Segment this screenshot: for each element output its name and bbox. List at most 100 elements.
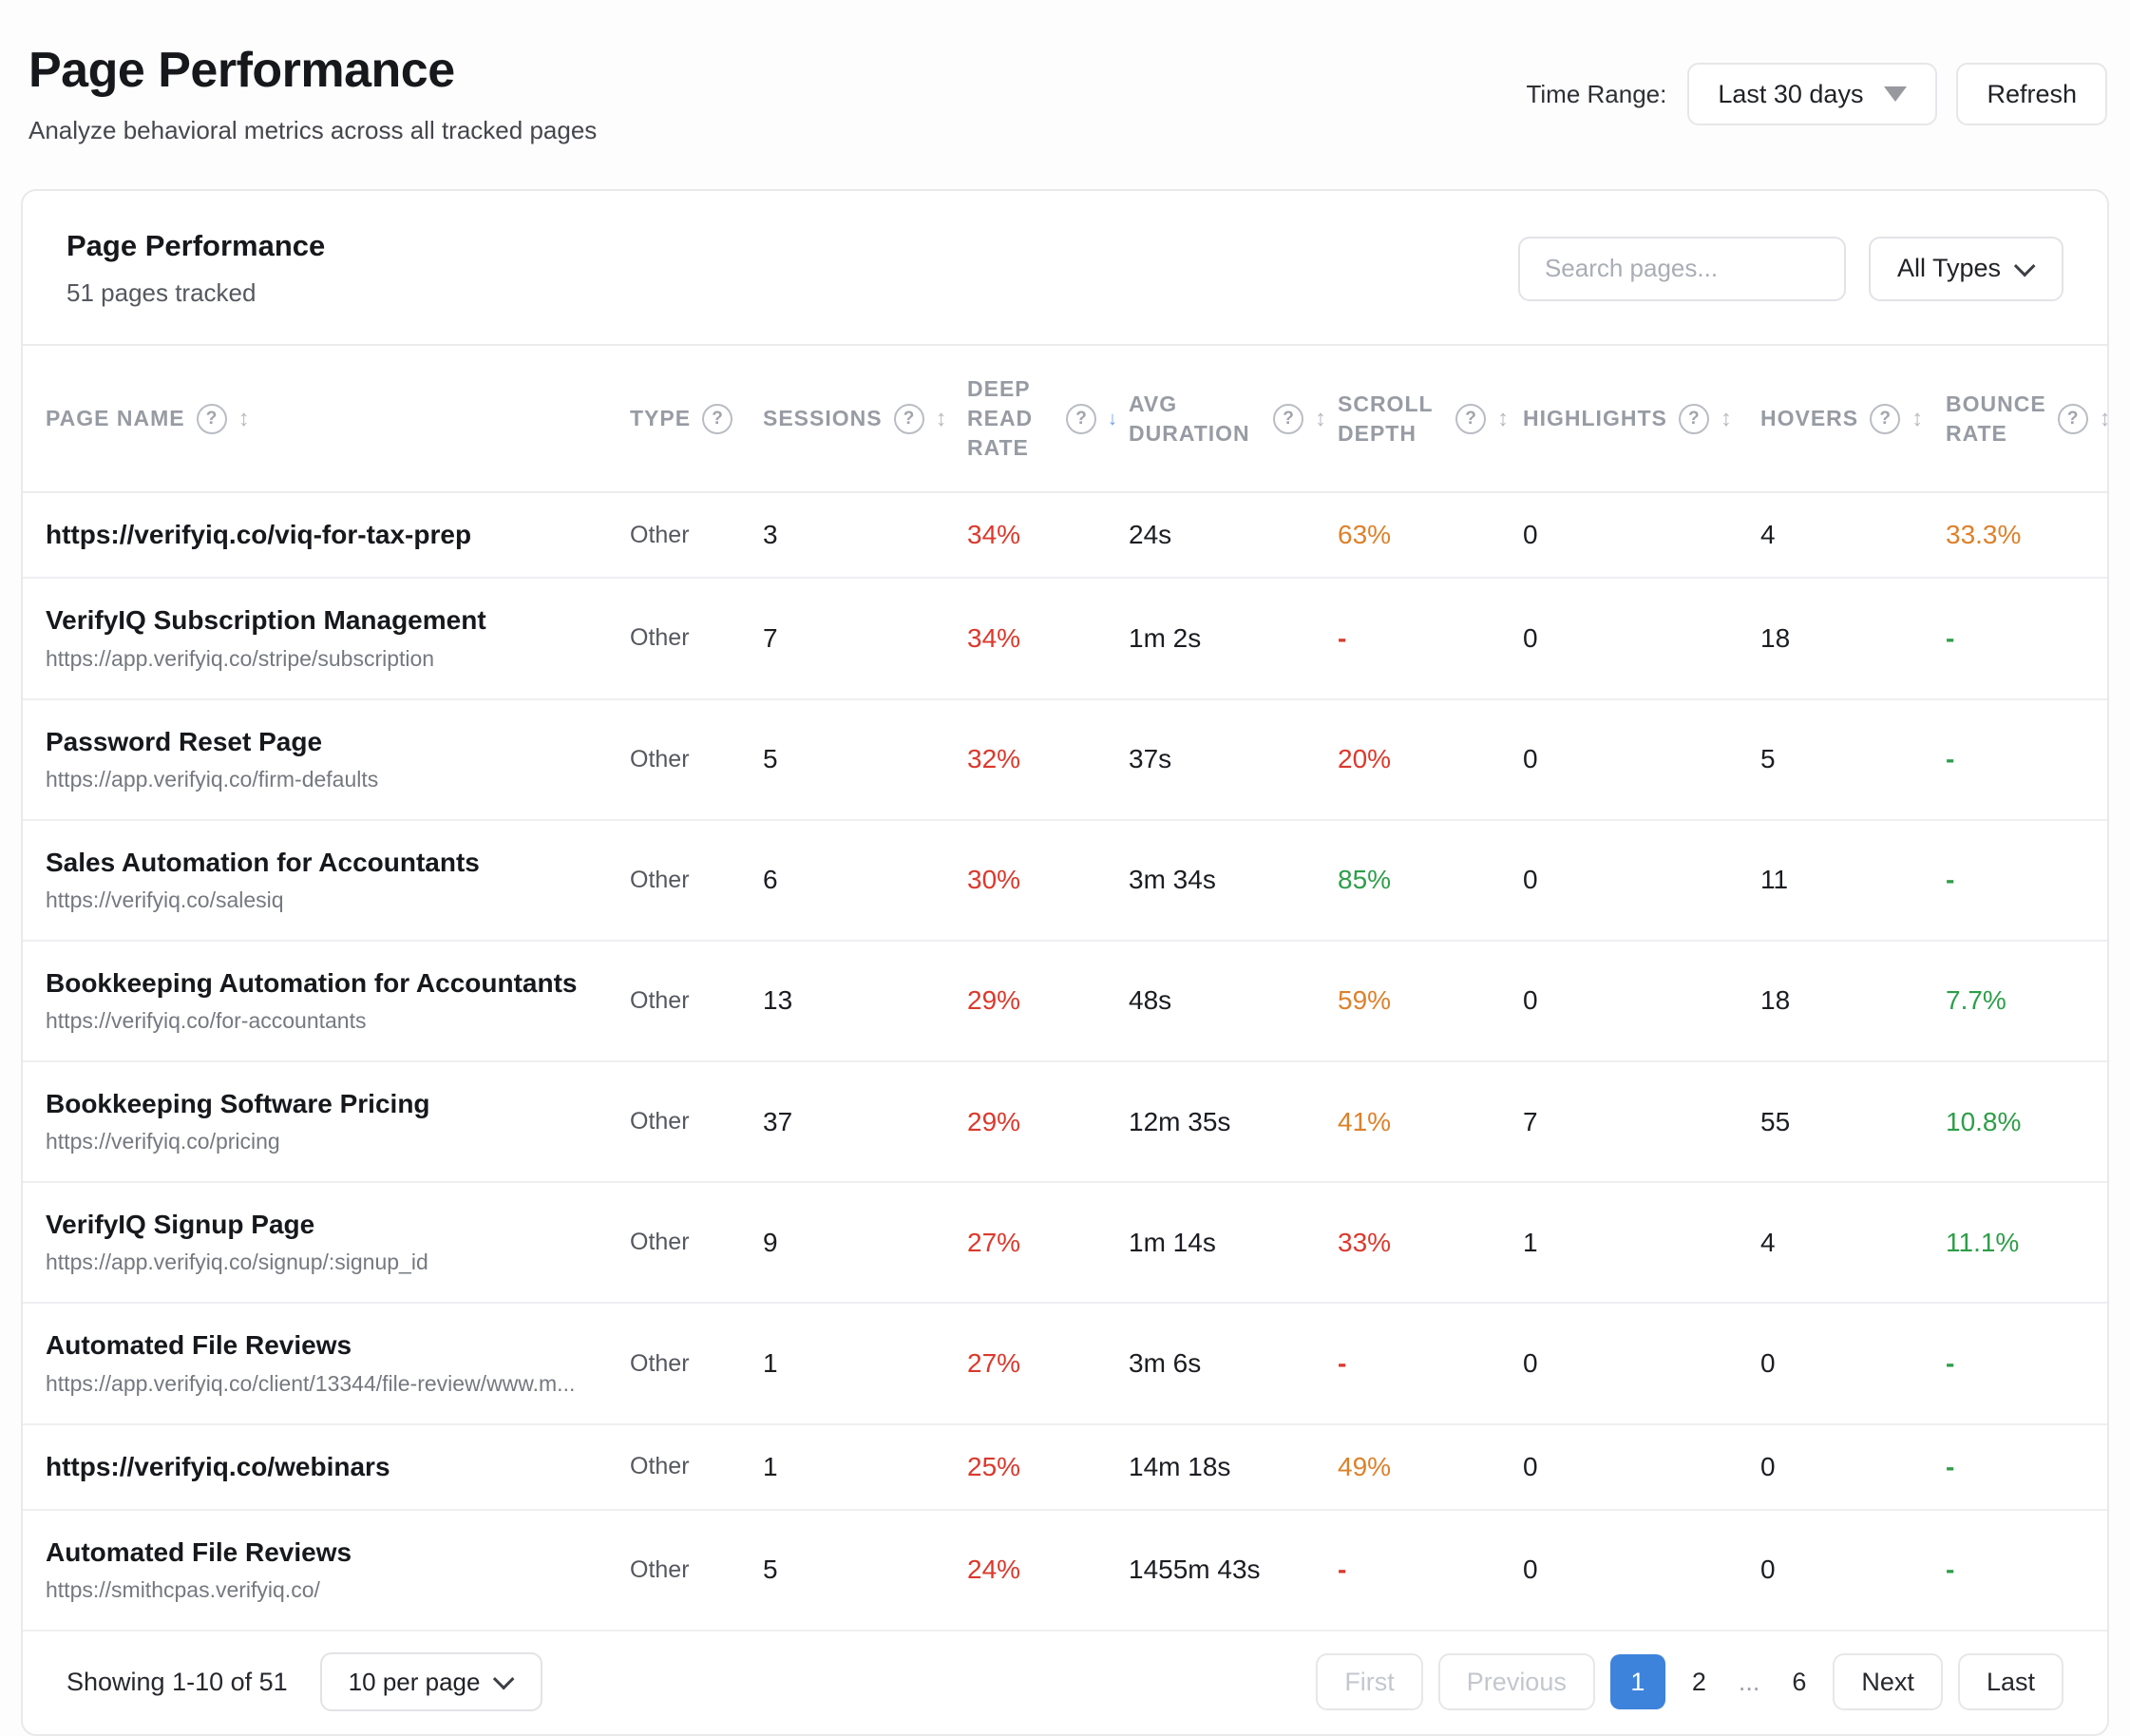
pagination-page-2[interactable]: 2	[1681, 1668, 1718, 1697]
column-header-name[interactable]: PAGE NAME? ↕	[23, 343, 630, 494]
sort-icon[interactable]: ↕	[1911, 405, 1924, 431]
search-input[interactable]	[1517, 236, 1846, 301]
help-icon[interactable]: ?	[2057, 403, 2088, 434]
hovers-cell: 4	[1760, 492, 1946, 580]
scroll-depth-cell: 20%	[1338, 698, 1523, 821]
page-url: https://app.verifyiq.co/stripe/subscript…	[46, 645, 435, 671]
page-url: https://verifyiq.co/for-accountants	[46, 1008, 367, 1034]
type-cell: Other	[630, 578, 763, 700]
pagination-page-1[interactable]: 1	[1609, 1654, 1665, 1710]
sort-icon[interactable]: ↕	[1720, 405, 1732, 431]
highlights-cell: 0	[1523, 1303, 1760, 1425]
column-header-sessions[interactable]: SESSIONS? ↕	[763, 343, 967, 494]
scroll-depth-cell: -	[1338, 1303, 1523, 1425]
page-name-cell[interactable]: Automated File Reviews https://app.verify…	[23, 1303, 630, 1425]
scroll-depth-cell: 85%	[1338, 819, 1523, 942]
bounce-rate-cell: 7.7%	[1946, 940, 2107, 1063]
highlights-cell: 7	[1523, 1061, 1760, 1184]
hovers-cell: 18	[1760, 940, 1946, 1063]
page-name-cell[interactable]: Password Reset Page https://app.verifyiq.…	[23, 698, 630, 821]
pagination-last-button[interactable]: Last	[1957, 1653, 2063, 1711]
help-icon[interactable]: ?	[1870, 403, 1901, 434]
pagination-ellipsis: ...	[1738, 1667, 1760, 1696]
page-title: Page Performance	[29, 43, 455, 98]
page-name-cell[interactable]: https://verifyiq.co/viq-for-tax-prep	[23, 492, 630, 580]
hovers-cell: 18	[1760, 578, 1946, 700]
deep-read-rate-cell: 27%	[967, 1303, 1129, 1425]
refresh-button[interactable]: Refresh	[1956, 63, 2107, 125]
help-icon[interactable]: ?	[1273, 403, 1303, 434]
deep-read-rate-cell: 34%	[967, 578, 1129, 700]
type-cell: Other	[630, 1061, 763, 1184]
deep-read-rate-cell: 34%	[967, 492, 1129, 580]
sort-icon[interactable]: ↕	[238, 405, 250, 431]
help-icon[interactable]: ?	[893, 403, 924, 434]
page-name: Automated File Reviews	[46, 1536, 352, 1567]
help-icon[interactable]: ?	[1066, 403, 1096, 434]
page-header: Page Performance Analyze behavioral metr…	[0, 0, 2130, 145]
page-name-cell[interactable]: VerifyIQ Signup Page https://app.verifyiq…	[23, 1182, 630, 1305]
page-name: https://verifyiq.co/webinars	[46, 1451, 390, 1481]
table-row: https://verifyiq.co/viq-for-tax-prep Othe…	[23, 492, 2107, 580]
time-range-select[interactable]: Last 30 days	[1687, 63, 1938, 125]
sort-icon[interactable]: ↕	[935, 405, 947, 431]
pagination-previous-button: Previous	[1437, 1653, 1595, 1711]
column-header-type[interactable]: TYPE?	[630, 343, 763, 494]
avg-duration-cell: 14m 18s	[1129, 1423, 1338, 1511]
card-title: Page Performance	[67, 229, 326, 262]
column-header-highlights[interactable]: HIGHLIGHTS? ↕	[1523, 343, 1760, 494]
column-header-deep[interactable]: DEEP READ RATE? ↓	[967, 343, 1129, 494]
sessions-cell: 13	[763, 940, 967, 1063]
per-page-value: 10 per page	[348, 1667, 481, 1696]
table-body: https://verifyiq.co/viq-for-tax-prep Othe…	[23, 492, 2107, 1632]
bounce-rate-cell: 10.8%	[1946, 1061, 2107, 1184]
page-name: Password Reset Page	[46, 726, 323, 756]
sessions-cell: 5	[763, 698, 967, 821]
table-row: Bookkeeping Software Pricing https://veri…	[23, 1061, 2107, 1184]
sort-desc-icon[interactable]: ↓	[1108, 408, 1117, 429]
sort-icon[interactable]: ↕	[2100, 407, 2107, 430]
column-header-scroll[interactable]: SCROLL DEPTH? ↕	[1338, 343, 1523, 494]
column-header-avg[interactable]: AVG DURATION? ↕	[1129, 343, 1338, 494]
pagination: First Previous 1 2... 6 Next Last	[1316, 1653, 2063, 1711]
deep-read-rate-cell: 29%	[967, 1061, 1129, 1184]
type-filter-value: All Types	[1896, 254, 2001, 282]
per-page-select[interactable]: 10 per page	[319, 1652, 543, 1712]
time-range-value: Last 30 days	[1718, 79, 1864, 108]
help-icon[interactable]: ?	[1678, 403, 1709, 434]
page-name: Bookkeeping Automation for Accountants	[46, 967, 578, 998]
scroll-depth-cell: 59%	[1338, 940, 1523, 1063]
page-name-cell[interactable]: Bookkeeping Automation for Accountants ht…	[23, 940, 630, 1063]
column-label: HOVERS	[1760, 406, 1859, 431]
highlights-cell: 0	[1523, 492, 1760, 580]
type-filter-select[interactable]: All Types	[1868, 236, 2063, 301]
page-performance-card: Page Performance 51 pages tracked All Ty…	[21, 189, 2109, 1736]
column-header-hovers[interactable]: HOVERS? ↕	[1760, 343, 1946, 494]
sort-icon[interactable]: ↕	[1315, 405, 1326, 431]
type-cell: Other	[630, 492, 763, 580]
table-row: Password Reset Page https://app.verifyiq.…	[23, 698, 2107, 821]
help-icon[interactable]: ?	[196, 403, 227, 434]
help-icon[interactable]: ?	[702, 403, 733, 434]
hovers-cell: 55	[1760, 1061, 1946, 1184]
type-cell: Other	[630, 1423, 763, 1511]
page-name-cell[interactable]: Bookkeeping Software Pricing https://veri…	[23, 1061, 630, 1184]
help-icon[interactable]: ?	[1455, 403, 1486, 434]
pagination-page-6[interactable]: 6	[1780, 1668, 1817, 1697]
pagination-first-button: First	[1316, 1653, 1423, 1711]
sort-icon[interactable]: ↕	[1497, 405, 1509, 431]
pagination-next-button[interactable]: Next	[1833, 1653, 1943, 1711]
column-label: DEEP READ RATE	[967, 376, 1034, 461]
page-name-cell[interactable]: VerifyIQ Subscription Management https://…	[23, 578, 630, 700]
scroll-depth-cell: -	[1338, 1509, 1523, 1632]
deep-read-rate-cell: 27%	[967, 1182, 1129, 1305]
page-name-cell[interactable]: Sales Automation for Accountants https://…	[23, 819, 630, 942]
table-header-row: PAGE NAME? ↕ TYPE? SESSIONS? ↕ DEEP READ RATE…	[23, 343, 2107, 494]
hovers-cell: 0	[1760, 1423, 1946, 1511]
page-name-cell[interactable]: https://verifyiq.co/webinars	[23, 1423, 630, 1511]
page-name-cell[interactable]: Automated File Reviews https://smithcpas.…	[23, 1509, 630, 1632]
page-url: https://smithcpas.verifyiq.co/	[46, 1577, 320, 1603]
avg-duration-cell: 48s	[1129, 940, 1338, 1063]
column-header-bounce[interactable]: BOUNCE RATE? ↕	[1946, 343, 2107, 494]
type-cell: Other	[630, 698, 763, 821]
